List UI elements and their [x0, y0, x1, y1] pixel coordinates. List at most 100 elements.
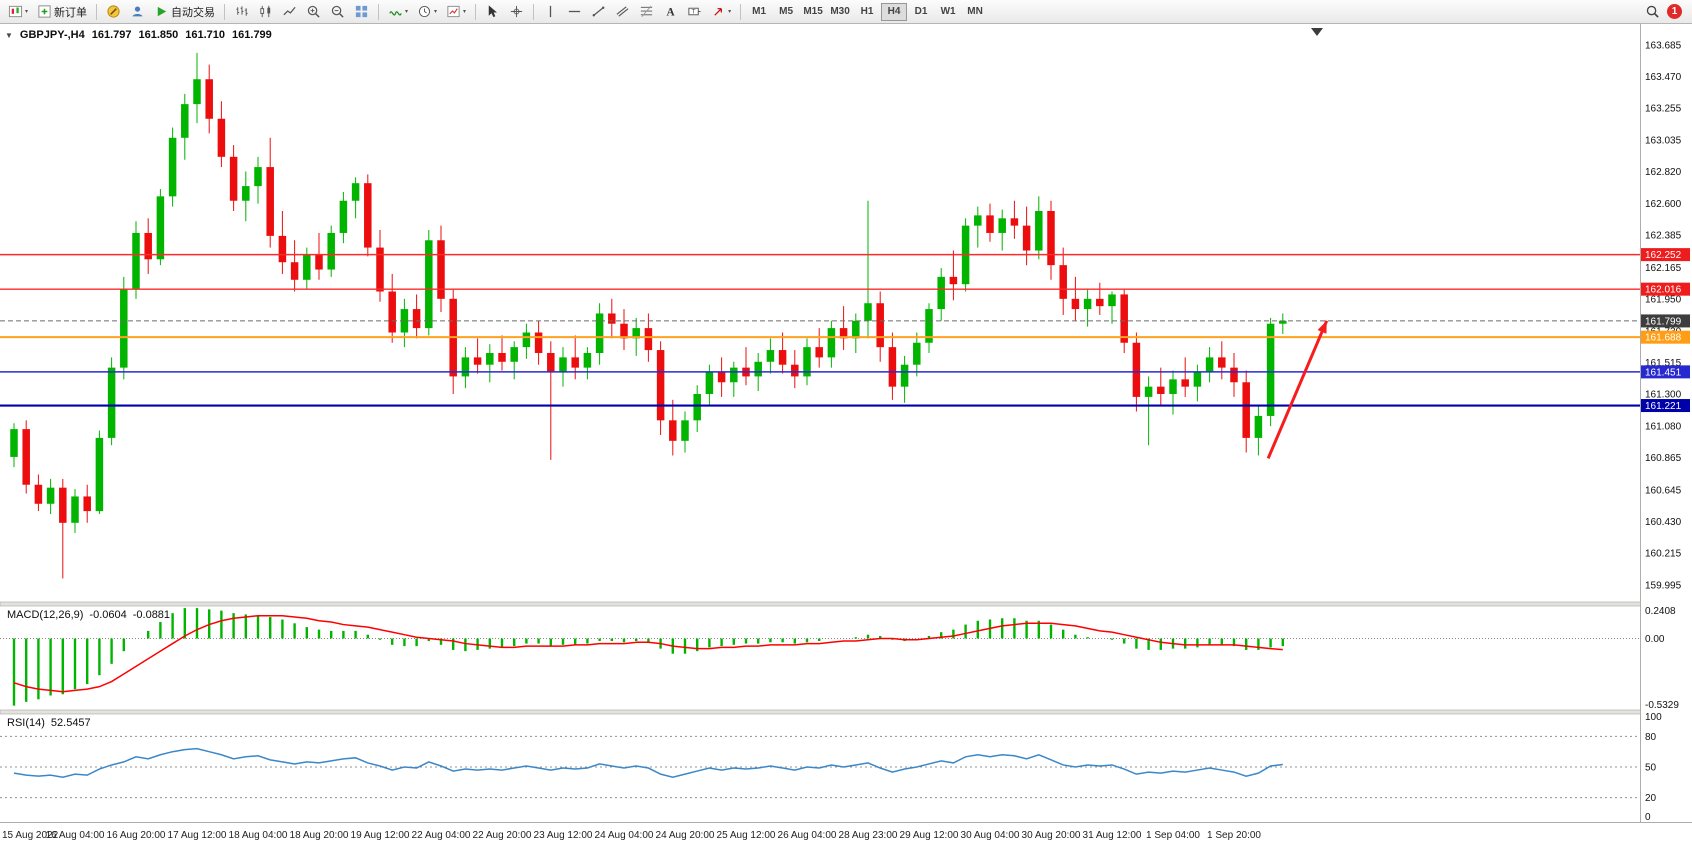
price-axis-label: 162.385: [1645, 231, 1682, 242]
timeframe-button-m1[interactable]: M1: [746, 3, 772, 21]
horizontal-line-button[interactable]: [563, 2, 586, 22]
timeframe-button-m30[interactable]: M30: [827, 3, 853, 21]
bar-chart-button[interactable]: [230, 2, 253, 22]
candle-body: [1132, 342, 1141, 397]
price-tag-161.799: [1641, 314, 1690, 328]
candle-body: [59, 487, 67, 523]
zoom-in-button[interactable]: [302, 2, 325, 22]
panel-splitter-rsi[interactable]: [0, 709, 1692, 715]
candle-body: [1047, 210, 1055, 266]
price-axis-label: 161.080: [1645, 422, 1682, 433]
price-tag-161.688: [1641, 330, 1690, 344]
candle-body: [339, 200, 348, 233]
candle-body: [534, 332, 543, 353]
panel-splitter-macd[interactable]: [0, 601, 1692, 607]
chevron-down-icon: ▾: [463, 8, 467, 15]
candle-body: [120, 288, 128, 368]
cursor-button[interactable]: [481, 2, 504, 22]
trend-arrow-line[interactable]: [1266, 320, 1329, 459]
text-button[interactable]: A: [659, 2, 682, 22]
time-axis-label: 24 Aug 04:00: [595, 830, 654, 841]
timeframe-button-m5[interactable]: M5: [773, 3, 799, 21]
price-axis-label: 159.995: [1645, 581, 1682, 592]
chart-canvas[interactable]: 163.685 163.470 163.255 163.035 162.820 162.6…: [0, 24, 1692, 846]
candle-body: [205, 79, 213, 119]
candle-body: [730, 367, 738, 383]
vertical-line-button[interactable]: [539, 2, 562, 22]
text-label-button[interactable]: T: [683, 2, 706, 22]
chart-shift-marker[interactable]: [1311, 28, 1323, 36]
candle-body: [888, 347, 897, 387]
candle-body: [1059, 265, 1067, 299]
svg-text:T: T: [692, 9, 696, 16]
timeframe-button-d1[interactable]: D1: [908, 3, 934, 21]
toolbar-separator: [740, 3, 742, 20]
equidistant-channel-button[interactable]: [611, 2, 634, 22]
periods-button[interactable]: ▾: [413, 2, 441, 22]
chevron-down-icon: ▾: [25, 8, 29, 15]
trend-arrow-head[interactable]: [1317, 320, 1327, 334]
candle-body: [412, 309, 421, 329]
new-chart-button[interactable]: ▾: [4, 2, 32, 22]
trendline-icon: [592, 6, 605, 17]
notification-badge[interactable]: 1: [1667, 4, 1682, 19]
timeframe-button-m15[interactable]: M15: [800, 3, 826, 21]
profile-button[interactable]: [126, 2, 149, 22]
time-axis-label: 18 Aug 04:00: [229, 830, 288, 841]
candle-body: [693, 393, 701, 421]
candle-body: [949, 276, 958, 285]
tile-windows-button[interactable]: [350, 2, 373, 22]
arrow-tool-icon: [714, 8, 722, 16]
autotrading-label: 自动交易: [171, 6, 216, 19]
rsi-line: [13, 747, 1283, 778]
crosshair-icon: [510, 5, 523, 18]
candle-body: [1120, 294, 1128, 343]
candle-body: [754, 361, 762, 377]
price-axis-label: 163.255: [1645, 103, 1682, 114]
new-order-button[interactable]: 新订单: [33, 2, 91, 22]
compass-button[interactable]: [102, 2, 125, 22]
chart-area[interactable]: 163.685 163.470 163.255 163.035 162.820 162.6…: [0, 24, 1692, 846]
candle-body: [290, 262, 299, 280]
line-chart-button[interactable]: [278, 2, 301, 22]
timeframe-button-h4[interactable]: H4: [881, 2, 908, 21]
one-click-trading-toggle[interactable]: ▼: [5, 30, 13, 40]
cursor-icon: [488, 5, 498, 18]
crosshair-button[interactable]: [505, 2, 528, 22]
macd-panel-area[interactable]: [0, 606, 1640, 708]
toolbar-separator: [475, 3, 477, 20]
price-axis-label: 160.645: [1645, 485, 1682, 496]
channel-icon: [616, 6, 629, 17]
price-axis-label: 161.515: [1645, 358, 1682, 369]
price-axis-label: 162.820: [1645, 167, 1682, 178]
timeframe-group: M1 M5 M15 M30 H1 H4 D1 W1 MN: [746, 2, 988, 21]
indicators-button[interactable]: ▾: [384, 2, 412, 22]
fibonacci-button[interactable]: [635, 2, 658, 22]
candle-body: [1254, 415, 1263, 438]
vertical-line-icon: [549, 5, 552, 18]
candle-body: [559, 357, 567, 373]
autotrading-button[interactable]: 自动交易: [150, 2, 219, 22]
time-axis-label: 29 Aug 12:00: [900, 830, 959, 841]
candle-body: [425, 240, 433, 329]
zoom-out-button[interactable]: [326, 2, 349, 22]
main-plot-area[interactable]: [0, 24, 1640, 602]
new-chart-icon: [8, 5, 23, 18]
rsi-value: 52.5457: [50, 717, 91, 729]
timeframe-button-h1[interactable]: H1: [854, 3, 880, 21]
candle-body: [1181, 379, 1189, 387]
trendline-button[interactable]: [587, 2, 610, 22]
timeframe-button-mn[interactable]: MN: [962, 3, 988, 21]
candlestick-chart-button[interactable]: [254, 2, 277, 22]
candle-body: [998, 218, 1006, 233]
candle-body: [266, 167, 274, 236]
templates-button[interactable]: ▾: [442, 2, 470, 22]
candle-body: [10, 429, 18, 457]
time-axis-label: 16 Aug 04:00: [46, 830, 105, 841]
timeframe-button-w1[interactable]: W1: [935, 3, 961, 21]
search-button[interactable]: [1641, 2, 1664, 22]
candle-body: [852, 320, 860, 339]
price-axis-label: 163.035: [1645, 135, 1682, 146]
price-axis-area[interactable]: [1640, 24, 1692, 822]
arrows-button[interactable]: ▾: [707, 2, 735, 22]
